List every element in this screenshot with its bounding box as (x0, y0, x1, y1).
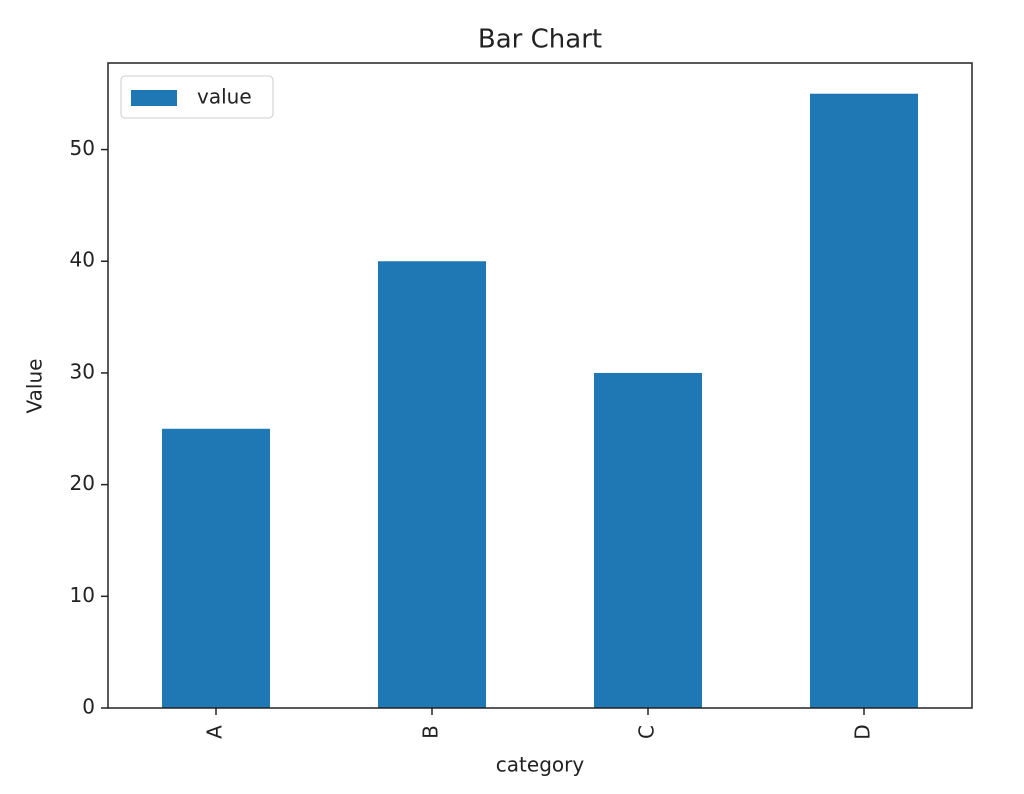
bar (378, 261, 486, 708)
y-tick-label: 20 (70, 471, 95, 495)
x-tick-label: A (203, 725, 227, 739)
y-tick-label: 0 (82, 695, 95, 719)
y-tick-label: 50 (70, 136, 95, 160)
legend-label: value (197, 85, 252, 109)
x-tick-label: C (635, 725, 659, 739)
x-axis-label: category (496, 753, 585, 777)
bar (162, 428, 270, 708)
legend-box (120, 75, 274, 119)
legend-swatch (131, 90, 177, 106)
chart-title: Bar Chart (478, 25, 602, 55)
y-tick-label: 40 (70, 248, 95, 272)
x-tick-label: B (419, 725, 443, 739)
bar (810, 93, 918, 708)
bar (594, 372, 702, 708)
plot-frame (107, 62, 973, 709)
y-tick-label: 30 (70, 359, 95, 383)
y-axis-label: Value (23, 359, 47, 414)
x-tick-label: D (851, 724, 875, 739)
y-tick-label: 10 (70, 583, 95, 607)
